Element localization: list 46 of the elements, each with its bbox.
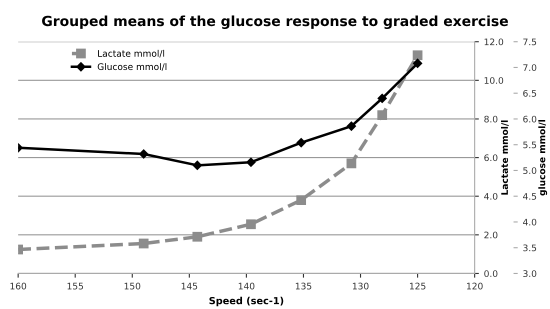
y-tick-label: 12.0 — [484, 38, 504, 46]
y2-tick-label: 4.0 — [523, 218, 536, 226]
point — [139, 149, 148, 159]
point — [192, 160, 202, 170]
y-axis-title: Lactate mmol/l — [501, 120, 509, 195]
x-tick-label: 150 — [124, 282, 140, 290]
point — [412, 58, 422, 68]
x-tick-label: 130 — [352, 282, 369, 290]
y-tick-label: 2.0 — [484, 232, 498, 238]
point — [246, 158, 256, 167]
y2-tick-label: 3.5 — [523, 244, 536, 252]
y2-tick-label: 7.0 — [523, 64, 536, 72]
x-axis-title: Speed (sec-1) — [209, 296, 284, 306]
point — [296, 138, 306, 148]
legend-label: Lactate mmol/l — [98, 50, 164, 58]
x-tick-label: 120 — [467, 282, 483, 290]
x-tick-label: 135 — [296, 282, 312, 290]
point — [377, 110, 388, 120]
point — [246, 219, 256, 230]
x-tick-label: 145 — [182, 282, 198, 290]
legend-label: Glucose mmol/l — [98, 63, 166, 71]
point — [378, 94, 387, 103]
point — [346, 122, 356, 131]
point — [296, 195, 306, 205]
point — [412, 50, 422, 60]
point — [138, 238, 149, 248]
x-tick-label: 140 — [238, 282, 254, 290]
x-tick-label: 160 — [10, 282, 26, 290]
y-tick-label: 4.0 — [484, 192, 498, 200]
y-tick-label: 0.0 — [484, 270, 498, 278]
y2-tick-label: 4.5 — [523, 193, 536, 200]
point — [192, 232, 202, 242]
y2-tick-label: 5.5 — [523, 142, 536, 148]
x-tick-label: 155 — [68, 282, 84, 290]
chart-title: Grouped means of the glucose response to graded exercise — [42, 15, 508, 29]
y2-tick-label: 7.5 — [523, 38, 536, 46]
point — [346, 158, 356, 168]
y2-tick-label: 6.5 — [523, 90, 536, 97]
y-tick-label: 10.0 — [484, 77, 504, 84]
y2-tick-label: 5.0 — [523, 167, 536, 174]
y2-tick-label: 6.0 — [523, 116, 536, 123]
y2-tick-label: 3.0 — [523, 270, 536, 278]
x-tick-label: 125 — [410, 282, 426, 290]
y-tick-label: 8.0 — [484, 116, 498, 123]
y-tick-label: 6.0 — [484, 154, 498, 162]
y2-axis-title: glucose mmol/l — [538, 120, 548, 196]
